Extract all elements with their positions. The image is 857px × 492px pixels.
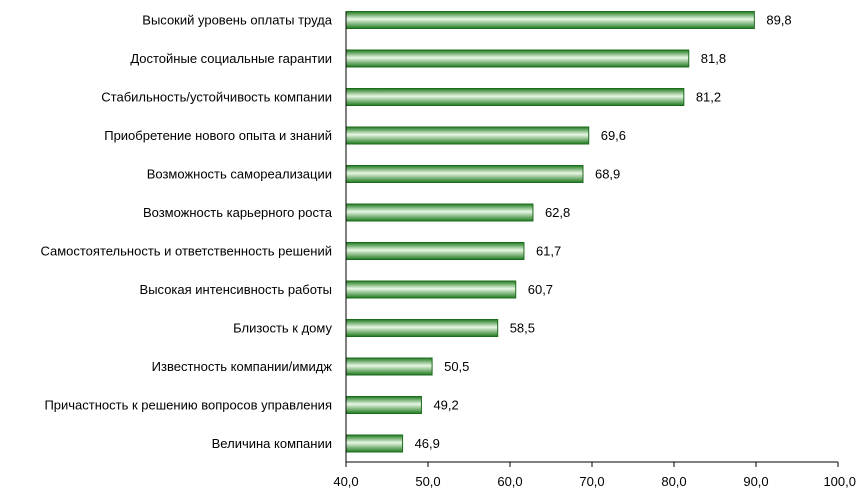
value-label: 50,5 [444, 359, 469, 374]
bar [345, 242, 525, 260]
value-label: 62,8 [545, 205, 570, 220]
category-label: Причастность к решению вопросов управлен… [44, 398, 332, 413]
bar [345, 165, 584, 183]
x-tick-label: 80,0 [661, 474, 686, 489]
bar [345, 357, 433, 376]
value-label: 89,8 [766, 13, 791, 28]
category-label: Возможность карьерного роста [143, 205, 333, 220]
x-tick-label: 100,0 [823, 474, 856, 489]
category-label: Стабильность/устойчивость компании [101, 90, 332, 105]
x-tick-label: 60,0 [497, 474, 522, 489]
value-label: 68,9 [595, 167, 620, 182]
category-label: Самостоятельность и ответственность реше… [40, 244, 332, 259]
bar [345, 319, 499, 337]
value-label: 46,9 [415, 436, 440, 451]
x-tick-label: 90,0 [743, 474, 768, 489]
value-label: 69,6 [601, 128, 626, 143]
bar [345, 126, 590, 145]
x-tick-label: 70,0 [579, 474, 604, 489]
category-label: Высокая интенсивность работы [140, 282, 332, 297]
value-label: 81,8 [701, 51, 726, 66]
category-label: Достойные социальные гарантии [130, 51, 332, 66]
value-label: 61,7 [536, 244, 561, 259]
bar [345, 11, 755, 29]
category-label: Известность компании/имидж [152, 359, 333, 374]
bar [345, 49, 690, 68]
x-tick-label: 50,0 [415, 474, 440, 489]
value-label: 58,5 [510, 321, 535, 336]
value-label: 60,7 [528, 282, 553, 297]
value-label: 49,2 [433, 398, 458, 413]
category-label: Возможность самореализации [147, 167, 332, 182]
bar [345, 203, 534, 222]
bars-group: Высокий уровень оплаты труда 89,8 Достойны… [40, 11, 792, 453]
bar [345, 396, 422, 414]
category-label: Величина компании [212, 436, 332, 451]
category-label: Приобретение нового опыта и знаний [104, 128, 332, 143]
x-axis: 40,0 50,0 60,0 70,0 80,0 90,0 100,0 [333, 12, 856, 489]
x-tick-label: 40,0 [333, 474, 358, 489]
bar [345, 88, 685, 106]
bar [345, 434, 404, 453]
category-label: Высокий уровень оплаты труда [142, 13, 332, 28]
category-label: Близость к дому [233, 321, 332, 336]
bar [345, 280, 517, 299]
value-label: 81,2 [696, 90, 721, 105]
